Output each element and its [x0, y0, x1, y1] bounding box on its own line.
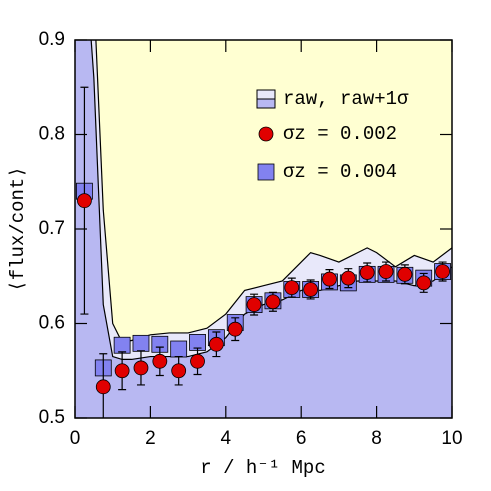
circle-point	[416, 275, 432, 291]
circle-point	[397, 266, 413, 282]
square-point	[170, 340, 188, 358]
circle-point	[265, 294, 281, 310]
overlay: raw, raw+1σ σz = 0.004 σz = 0.002 0 2 4 6 8 10 0.…	[39, 29, 463, 449]
y-tick-label: 0.8	[39, 124, 65, 145]
raw-fill	[75, 40, 452, 418]
circle-point	[152, 353, 168, 369]
circle-point	[322, 271, 337, 287]
circle-point	[227, 321, 243, 337]
x-tick-label: 10	[441, 428, 462, 449]
x-axis-label: r / h⁻¹ Mpc	[200, 457, 325, 479]
circle-point	[359, 265, 375, 280]
circle-point	[246, 297, 262, 313]
x-tick-label: 4	[221, 428, 232, 449]
legend-label: σz = 0.002	[283, 123, 397, 145]
legend: raw, raw+1σ σz = 0.004 σz = 0.002	[256, 88, 409, 183]
y-tick-label: 0.7	[39, 218, 65, 239]
legend-label: raw, raw+1σ	[283, 88, 409, 110]
circle-point	[435, 264, 450, 279]
circle-point	[95, 379, 111, 395]
circle-point	[77, 193, 92, 209]
x-tick-label: 6	[296, 428, 307, 449]
circle-point	[208, 336, 224, 352]
circle-point	[284, 280, 300, 295]
square-point	[113, 336, 131, 354]
legend-swatch	[256, 98, 276, 109]
circle-point	[133, 360, 149, 376]
circle-point	[114, 363, 130, 379]
legend-marker	[257, 163, 275, 181]
x-tick-label: 2	[145, 428, 156, 449]
y-axis-label: ⟨flux/cont⟩	[7, 166, 29, 292]
legend-label: σz = 0.004	[283, 161, 397, 183]
y-tick-label: 0.9	[39, 29, 65, 50]
circle-point	[340, 270, 356, 286]
circle-point	[190, 353, 205, 369]
y-tick-label: 0.6	[39, 313, 65, 334]
circle-point	[303, 282, 319, 297]
circle-point	[378, 264, 394, 279]
circle-point	[171, 363, 187, 379]
y-tick-label: 0.5	[39, 407, 65, 428]
legend-marker	[258, 126, 274, 142]
square-point	[132, 334, 150, 352]
x-tick-label: 0	[70, 428, 81, 449]
plot-area	[75, 40, 452, 418]
x-tick-label: 8	[371, 428, 382, 449]
